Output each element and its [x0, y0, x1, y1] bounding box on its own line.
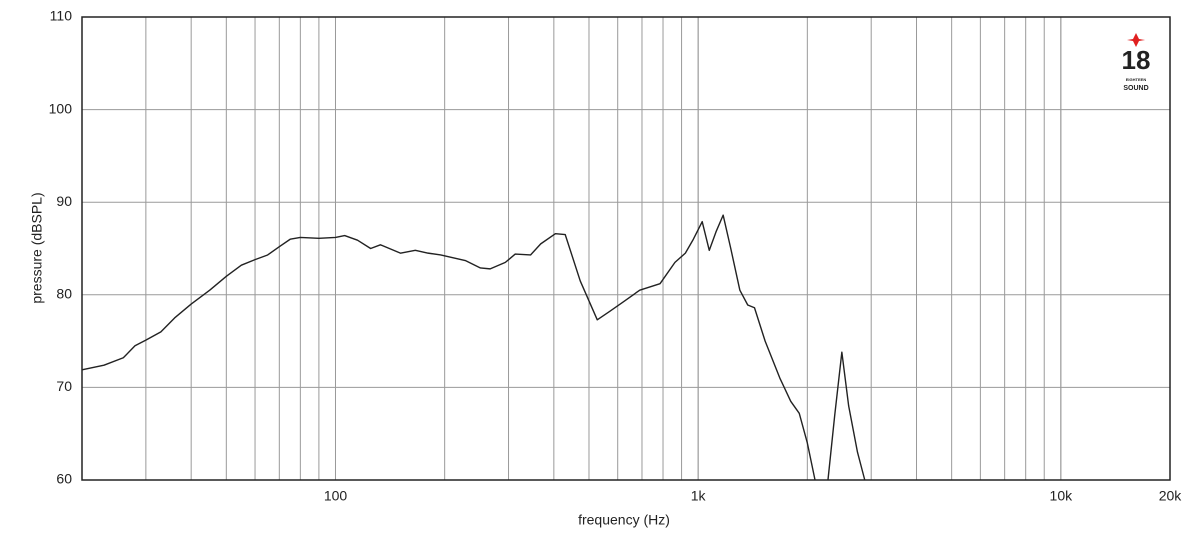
logo: 18 EIGHTEEN SOUND [1122, 33, 1151, 92]
y-tick-label: 70 [56, 378, 72, 394]
logo-line1: EIGHTEEN [1126, 77, 1147, 82]
y-tick-label: 100 [49, 100, 73, 116]
x-axis-label: frequency (Hz) [578, 512, 670, 528]
x-tick-label: 100 [324, 488, 348, 504]
response-line [81, 214, 866, 481]
x-tick-label: 20k [1159, 488, 1183, 504]
y-tick-label: 110 [50, 8, 73, 24]
y-axis-label: pressure (dBSPL) [29, 192, 45, 303]
logo-line2: SOUND [1123, 85, 1148, 92]
logo-number: 18 [1122, 45, 1151, 75]
x-tick-label: 10k [1050, 488, 1074, 504]
x-tick-label: 1k [691, 488, 707, 504]
y-tick-label: 80 [56, 286, 72, 302]
y-tick-label: 90 [56, 193, 72, 209]
y-tick-label: 60 [56, 471, 72, 487]
plot-frame [81, 16, 1171, 481]
logo-star [1127, 33, 1145, 47]
